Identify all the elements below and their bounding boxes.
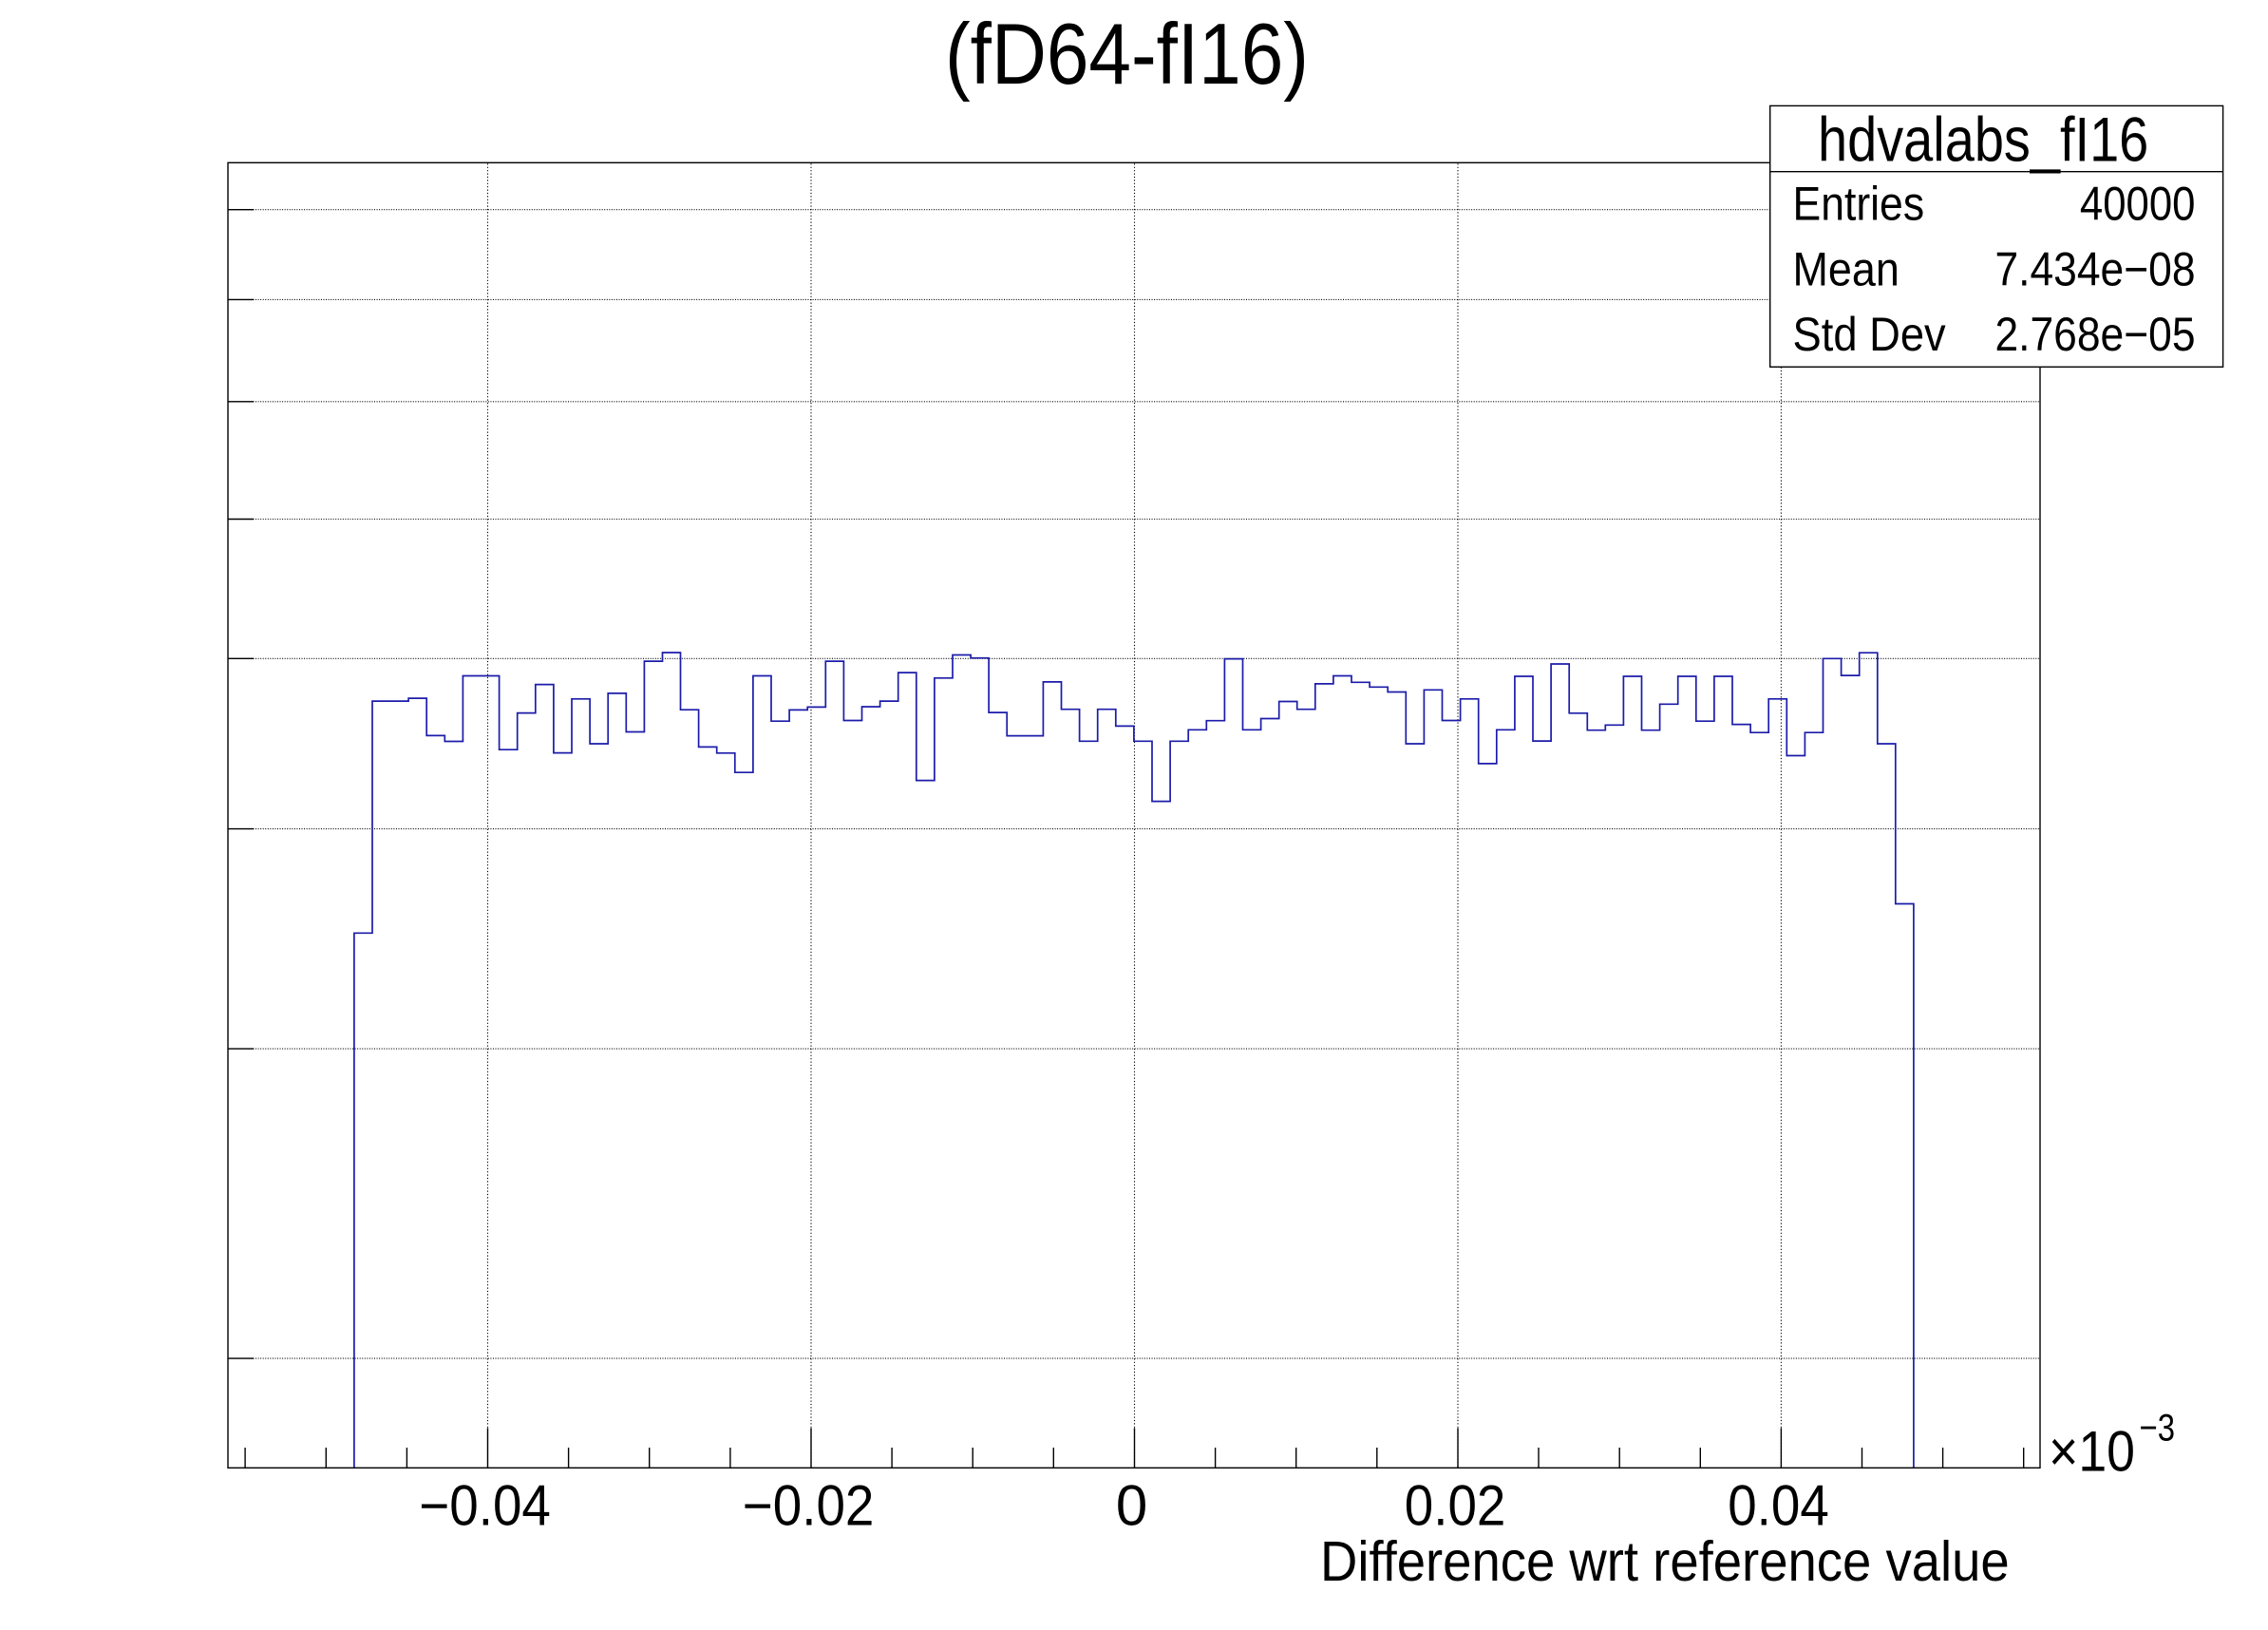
svg-text:−0.02: −0.02 xyxy=(743,1474,875,1538)
svg-text:2.768e−05: 2.768e−05 xyxy=(1995,308,2196,361)
svg-text:×10: ×10 xyxy=(2049,1420,2135,1484)
svg-text:40000: 40000 xyxy=(2080,178,2196,231)
svg-text:7.434e−08: 7.434e−08 xyxy=(1995,242,2196,295)
svg-text:0: 0 xyxy=(1116,1474,1147,1538)
svg-text:Std Dev: Std Dev xyxy=(1793,308,1946,361)
svg-text:0.04: 0.04 xyxy=(1728,1474,1829,1538)
svg-text:Mean: Mean xyxy=(1793,242,1899,295)
svg-text:Entries: Entries xyxy=(1793,178,1925,231)
svg-text:hdvalabs_fI16: hdvalabs_fI16 xyxy=(1818,104,2148,175)
svg-text:0.02: 0.02 xyxy=(1405,1474,1506,1538)
svg-text:−3: −3 xyxy=(2140,1408,2176,1450)
svg-text:(fD64-fI16): (fD64-fI16) xyxy=(945,7,1309,103)
svg-text:Difference wrt reference value: Difference wrt reference value xyxy=(1320,1530,2010,1593)
svg-text:−0.04: −0.04 xyxy=(419,1474,551,1538)
